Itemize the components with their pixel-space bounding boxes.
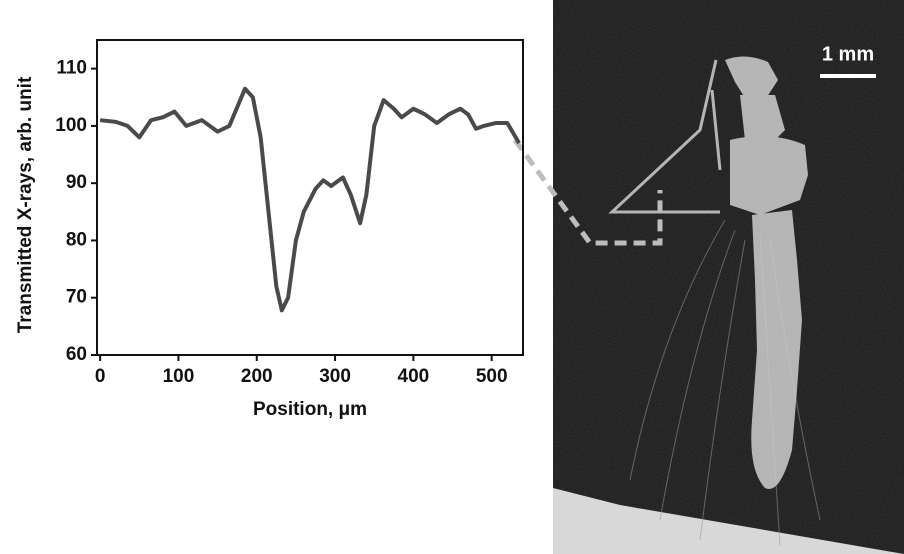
y-tick-label: 60 (66, 344, 87, 365)
x-tick-label: 500 (476, 366, 508, 387)
x-tick-label: 300 (319, 366, 351, 387)
xray-image: 1 mm (553, 0, 904, 554)
x-tick-label: 200 (241, 366, 273, 387)
scale-label: 1 mm (822, 43, 874, 65)
y-tick-label: 100 (55, 115, 87, 136)
connector (512, 138, 663, 246)
y-tick-label: 90 (66, 172, 87, 193)
data-line (99, 86, 521, 313)
x-tick-label: 0 (95, 366, 106, 387)
x-tick-label: 100 (163, 366, 195, 387)
y-tick-label: 70 (66, 287, 87, 308)
x-axis-label: Position, μm (253, 399, 367, 420)
plot-frame (96, 39, 524, 356)
y-tick-label: 80 (66, 229, 87, 250)
y-tick-label: 110 (56, 58, 87, 79)
x-tick-label: 400 (398, 366, 430, 387)
y-axis-label: Transmitted X-rays, arb. unit (15, 76, 36, 333)
